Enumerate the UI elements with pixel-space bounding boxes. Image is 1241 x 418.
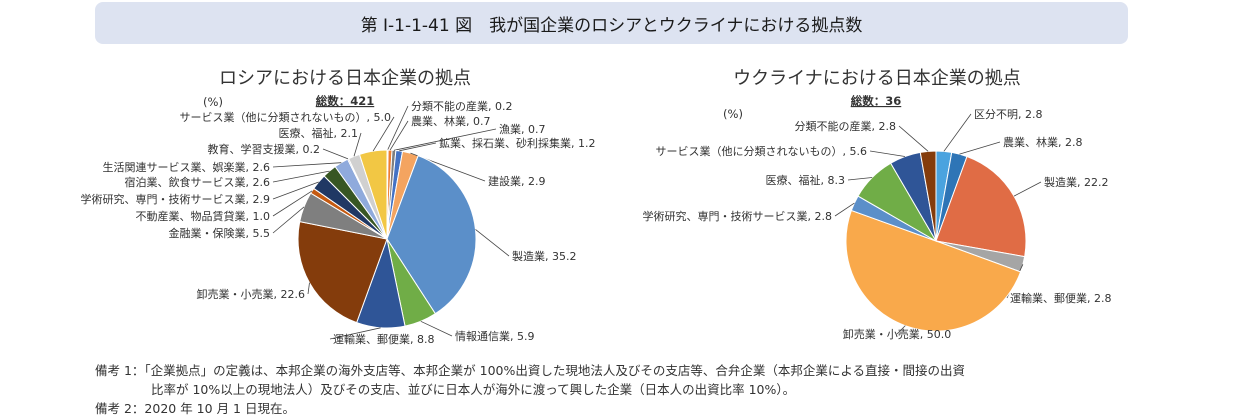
ukraine-slice-label-3: 運輸業、郵便業, 2.8	[1010, 291, 1112, 305]
ukraine-slice-label-6: 医療、福祉, 8.3	[766, 173, 846, 187]
russia-slice-label-5: 製造業, 35.2	[512, 249, 577, 263]
russia-leader-line-16	[372, 116, 395, 152]
russia-leader-line-12	[272, 170, 330, 183]
russia-slice-label-13: 生活関連サービス業、娯楽業, 2.6	[103, 160, 271, 174]
figure-notes: 備考 1：「企業拠点」の定義は、本邦企業の海外支店等、本邦企業が 100%出資し…	[95, 361, 1135, 418]
russia-slice-label-2: 漁業, 0.7	[499, 122, 546, 136]
ukraine-slice-8	[919, 150, 937, 242]
unit-label-russia: (%)	[203, 95, 223, 109]
russia-leader-line-14	[322, 148, 349, 160]
ukraine-slice-label-7: サービス業（他に分類されないもの）, 5.6	[656, 145, 868, 158]
russia-slice-8	[297, 221, 388, 324]
russia-leader-line-10	[272, 190, 313, 217]
total-label-russia: 総数：421	[316, 94, 375, 108]
russia-slice-5	[386, 154, 477, 315]
ukraine-slice-label-4: 卸売業・小売業, 50.0	[843, 327, 952, 341]
russia-slice-label-4: 建設業, 2.9	[488, 174, 546, 188]
ukraine-leader-line-7	[869, 150, 906, 157]
russia-leader-line-13	[272, 162, 342, 168]
russia-slice-label-11: 学術研究、専門・技術サービス業, 2.9	[81, 192, 271, 206]
russia-leader-line-7	[329, 327, 381, 340]
ukraine-slice-label-5: 学術研究、専門・技術サービス業, 2.8	[643, 209, 833, 223]
ukraine-slice-label-8: 分類不能の産業, 2.8	[795, 119, 897, 133]
russia-leader-line-8	[307, 282, 310, 295]
russia-slice-label-14: 教育、学習支援業, 0.2	[208, 142, 321, 156]
russia-pie-chart: ロシアにおける日本企業の拠点 総数：421 (%) 分類不能の産業, 0.2農業…	[81, 68, 596, 346]
russia-slice-label-3: 鉱業、採石業、砂利採集業, 1.2	[439, 136, 596, 150]
ukraine-slice-label-1: 農業、林業, 2.8	[1003, 135, 1083, 149]
russia-slice-label-8: 卸売業・小売業, 22.6	[197, 287, 306, 301]
russia-leader-line-3	[399, 142, 437, 152]
russia-slice-label-15: 医療、福祉, 2.1	[279, 126, 359, 140]
unit-label-ukraine: (%)	[723, 107, 743, 121]
russia-leader-line-15	[353, 132, 362, 157]
total-label-ukraine: 総数：36	[851, 94, 902, 108]
ukraine-slice-label-2: 製造業, 22.2	[1044, 175, 1109, 189]
russia-leader-line-5	[475, 229, 510, 257]
russia-leader-line-0	[387, 105, 409, 151]
pie-charts: ロシアにおける日本企業の拠点 総数：421 (%) 分類不能の産業, 0.2農業…	[81, 68, 1112, 346]
note-1-continued: 比率が 10%以上の現地法人）及びその支店、並びに日本人が海外に渡って興した企業…	[151, 382, 796, 397]
ukraine-slice-label-0: 区分不明, 2.8	[974, 108, 1043, 121]
ukraine-leader-line-5	[834, 202, 855, 217]
russia-leader-line-1	[389, 120, 409, 151]
ukraine-pie-chart: ウクライナにおける日本企業の拠点 総数：36 (%) 区分不明, 2.8 農業、林…	[643, 68, 1112, 341]
figure-title: 第 Ⅰ-1-1-41 図 我が国企業のロシアとウクライナにおける拠点数	[95, 2, 1128, 44]
ukraine-leader-line-0	[943, 113, 972, 152]
ukraine-leader-line-8	[898, 125, 929, 152]
russia-slice-label-1: 農業、林業, 0.7	[411, 114, 491, 128]
chart-title-ukraine: ウクライナにおける日本企業の拠点	[733, 68, 1021, 89]
russia-slice-label-9: 金融業・保険業, 5.5	[169, 226, 271, 240]
russia-leader-line-6	[420, 320, 453, 337]
russia-slice-label-6: 情報通信業, 5.9	[455, 330, 535, 343]
russia-leader-line-9	[272, 206, 305, 234]
russia-slice-label-12: 宿泊業、飲食サービス業, 2.6	[125, 175, 271, 189]
russia-slice-16	[358, 149, 388, 240]
russia-slice-label-0: 分類不能の産業, 0.2	[411, 99, 513, 113]
russia-slice-label-10: 不動産業、物品賃貸業, 1.0	[136, 209, 271, 223]
russia-leader-line-11	[272, 181, 319, 200]
russia-slice-label-16: サービス業（他に分類されないもの）, 5.0	[180, 111, 392, 124]
russia-slice-label-7: 運輸業、郵便業, 8.8	[333, 332, 435, 346]
note-1: 備考 1：「企業拠点」の定義は、本邦企業の海外支店等、本邦企業が 100%出資し…	[95, 363, 966, 378]
ukraine-leader-line-6	[847, 177, 873, 181]
russia-leader-line-2	[393, 128, 497, 151]
ukraine-leader-line-4	[896, 325, 906, 335]
ukraine-leader-line-1	[959, 141, 1001, 155]
chart-title-russia: ロシアにおける日本企業の拠点	[219, 68, 471, 89]
ukraine-leader-line-2	[1013, 181, 1042, 197]
